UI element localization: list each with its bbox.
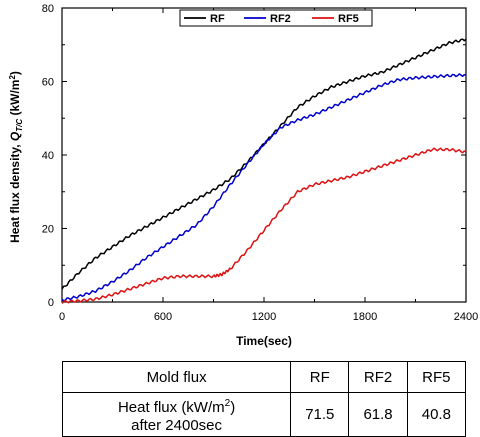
series-line-rf xyxy=(61,38,467,290)
legend: RF RF2 RF5 xyxy=(179,9,373,27)
x-tick-label: 2400 xyxy=(454,311,478,323)
series-line-rf5 xyxy=(61,147,467,304)
x-tick-label: 1200 xyxy=(252,311,276,323)
x-tick-label: 1800 xyxy=(353,311,377,323)
tick-labels: 0 600 1200 1800 2400 0 20 40 60 80 xyxy=(42,3,478,323)
legend-label-rf5: RF5 xyxy=(338,13,359,25)
table-value-cell: 61.8 xyxy=(348,392,408,437)
mold-flux-table: Mold flux RF RF2 RF5 Heat flux (kW/m2) a… xyxy=(61,361,467,437)
table-header-cell: RF xyxy=(290,361,350,393)
x-axis-title: Time(sec) xyxy=(236,334,292,348)
series-lines xyxy=(61,38,467,304)
x-tick-label: 0 xyxy=(59,311,65,323)
legend-label-rf: RF xyxy=(210,13,225,25)
y-tick-label: 80 xyxy=(42,3,54,15)
table-value-cell: 40.8 xyxy=(406,392,467,437)
plot-frame xyxy=(61,7,467,303)
axis-ticks xyxy=(61,7,467,303)
y-tick-label: 0 xyxy=(48,297,54,309)
table-header-row: Mold flux RF RF2 RF5 xyxy=(61,361,467,393)
table-value-cell: 71.5 xyxy=(290,392,350,437)
table-header-cell: Mold flux xyxy=(61,361,292,393)
table-header-cell: RF5 xyxy=(406,361,467,393)
y-tick-label: 40 xyxy=(42,150,54,162)
series-line-rf2 xyxy=(61,73,467,302)
x-tick-label: 600 xyxy=(154,311,172,323)
legend-label-rf2: RF2 xyxy=(270,13,291,25)
table-row: Heat flux (kW/m2) after 2400sec 71.5 61.… xyxy=(61,392,467,437)
row-label-line2: after 2400sec xyxy=(131,416,223,434)
legend-box xyxy=(179,9,373,27)
plot-frame-rect xyxy=(61,7,467,303)
row-label-line1: Heat flux (kW/m2) xyxy=(117,397,236,416)
heat-flux-chart: 0 600 1200 1800 2400 0 20 40 60 80 RF RF2 RF5 Time(… xyxy=(8,3,478,348)
table-header-cell: RF2 xyxy=(348,361,408,393)
y-tick-label: 60 xyxy=(42,77,54,89)
y-axis-title: Heat flux density, QT/C (kW/m2) xyxy=(8,71,24,243)
y-tick-label: 20 xyxy=(42,224,54,236)
row-label-cell: Heat flux (kW/m2) after 2400sec xyxy=(61,392,292,437)
